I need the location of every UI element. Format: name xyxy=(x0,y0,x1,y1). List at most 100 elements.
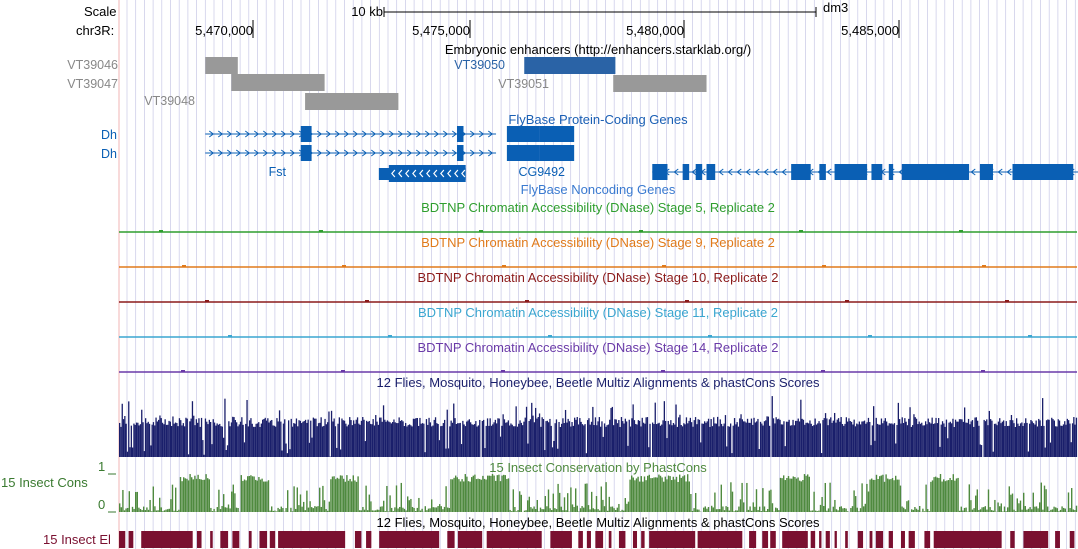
multiz-bar xyxy=(731,453,733,457)
multiz-bar xyxy=(184,426,186,457)
multiz-bar xyxy=(514,426,516,457)
multiz-bar xyxy=(1049,442,1052,457)
cons-track-title: 15 Insect Conservation by PhastCons xyxy=(489,460,707,475)
multiz-bar xyxy=(987,425,989,457)
cons-bar xyxy=(914,507,916,512)
enhancer-label-vt39050[interactable]: VT39050 xyxy=(454,58,505,72)
strand-arrow xyxy=(826,168,832,176)
cons-bar xyxy=(728,510,730,512)
enhancer-label-vt39046[interactable]: VT39046 xyxy=(67,58,118,72)
cons-bar xyxy=(264,481,266,512)
cons-bar xyxy=(594,509,596,512)
multiz-bar xyxy=(681,426,684,457)
gene-label-cg9492[interactable]: CG9492 xyxy=(518,165,565,179)
multiz-bar xyxy=(588,418,590,457)
multiz-bar xyxy=(953,426,955,457)
multiz-bar xyxy=(464,426,467,457)
cons-bar xyxy=(341,475,343,512)
cons-bar xyxy=(147,509,150,512)
multiz-bar xyxy=(592,406,594,457)
cons-ymax-label: 1 xyxy=(98,459,106,474)
cons-bar xyxy=(410,498,412,512)
position-label-2: 5,475,000 xyxy=(412,23,470,38)
multiz-bar xyxy=(321,426,324,457)
multiz-bar xyxy=(1053,420,1055,457)
multiz-bar xyxy=(291,426,294,457)
multiz-bar xyxy=(399,420,402,457)
multiz-bar xyxy=(432,425,434,457)
multiz-bar xyxy=(860,424,862,457)
assembly-label: dm3 xyxy=(823,0,849,15)
element-block xyxy=(810,531,816,548)
multiz-bar xyxy=(802,419,805,457)
multiz-bar xyxy=(301,423,303,457)
multiz-bar xyxy=(414,418,416,457)
cons-bar xyxy=(891,478,894,512)
gene-label-fst[interactable]: Fst xyxy=(268,165,286,179)
cons-side-label[interactable]: 15 Insect Cons xyxy=(1,475,88,490)
multiz-bar xyxy=(956,421,958,457)
cons-bar xyxy=(261,478,263,512)
multiz-bar xyxy=(424,452,426,457)
multiz-bar xyxy=(701,423,703,457)
cons-bar xyxy=(755,489,758,512)
multiz-bar xyxy=(927,418,929,457)
cons-bar xyxy=(839,506,841,512)
multiz-bar xyxy=(870,445,872,457)
multiz-bar xyxy=(460,444,463,457)
strand-arrow xyxy=(379,130,386,138)
multiz-bar xyxy=(1005,421,1007,457)
strand-arrow xyxy=(451,149,458,157)
cons-bar xyxy=(707,507,710,512)
multiz-bar xyxy=(1066,418,1068,457)
gene-label-dh-1[interactable]: Dh xyxy=(101,128,117,142)
cons-bar xyxy=(842,508,844,512)
cons-bar xyxy=(1056,508,1058,512)
cons-bar xyxy=(223,494,225,512)
cons-bar xyxy=(837,510,839,512)
cons-bar xyxy=(229,508,231,512)
multiz-bar xyxy=(476,426,478,457)
cons-bar xyxy=(666,479,668,512)
cons-bar xyxy=(395,485,398,512)
enhancer-label-vt39047[interactable]: VT39047 xyxy=(67,77,118,91)
cons-bar xyxy=(152,486,154,512)
multiz-bar xyxy=(623,423,625,457)
multiz-bar xyxy=(593,425,595,457)
enhancer-label-vt39048[interactable]: VT39048 xyxy=(144,94,195,108)
multiz-bar xyxy=(589,424,591,457)
multiz-bar xyxy=(961,419,963,457)
cons-bar xyxy=(178,509,180,512)
multiz-bar xyxy=(142,422,144,457)
multiz-bar xyxy=(607,424,610,457)
cons-bar xyxy=(832,506,834,512)
cons-bar xyxy=(583,507,585,512)
multiz-bar xyxy=(440,426,442,457)
elements-side-label[interactable]: 15 Insect El xyxy=(43,532,111,547)
cons-bar xyxy=(435,507,438,512)
multiz-bar xyxy=(394,422,396,457)
multiz-bar xyxy=(563,423,565,457)
multiz-bar xyxy=(775,417,777,457)
cons-bar xyxy=(234,493,236,512)
multiz-bar xyxy=(969,424,971,457)
multiz-bar xyxy=(1000,423,1002,457)
multiz-bar xyxy=(473,424,476,457)
multiz-bar xyxy=(376,421,378,457)
dnase-peak xyxy=(228,335,232,337)
multiz-bar xyxy=(308,442,311,457)
cons-bar xyxy=(655,477,657,512)
cons-bar xyxy=(362,506,364,512)
multiz-bar xyxy=(821,453,823,457)
cons-bar xyxy=(607,510,609,512)
cons-bar xyxy=(727,507,729,512)
cons-bar xyxy=(795,478,798,512)
cons-bar xyxy=(443,506,446,512)
multiz-bar xyxy=(1026,422,1028,457)
gene-label-dh-2[interactable]: Dh xyxy=(101,147,117,161)
cons-bar xyxy=(287,490,289,512)
enhancer-label-vt39051[interactable]: VT39051 xyxy=(498,77,549,91)
cons-bar xyxy=(536,499,538,512)
